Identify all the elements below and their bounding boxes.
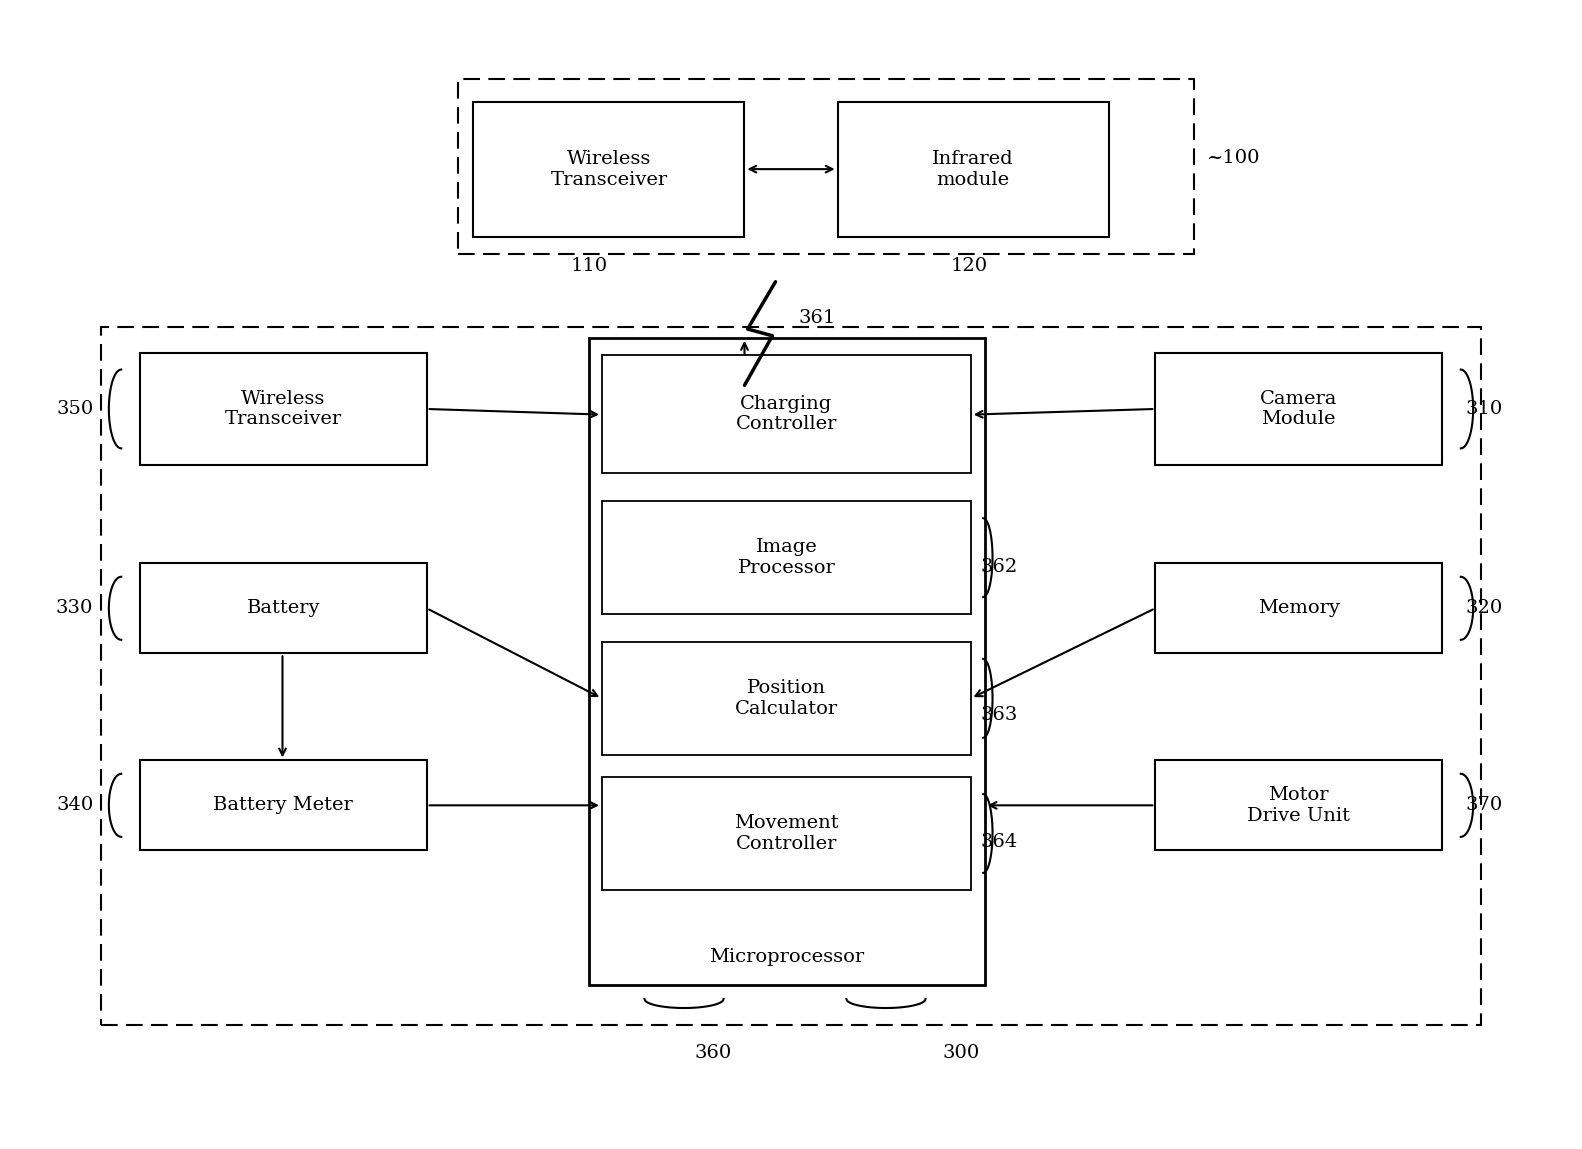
- Bar: [1155, 563, 1443, 654]
- Bar: [1155, 353, 1443, 465]
- Text: 300: 300: [943, 1044, 981, 1062]
- Bar: [601, 642, 971, 755]
- Text: 364: 364: [981, 833, 1017, 851]
- Text: Battery: Battery: [247, 600, 320, 617]
- Bar: [139, 563, 427, 654]
- Text: Wireless
Transceiver: Wireless Transceiver: [551, 149, 668, 188]
- Text: Charging
Controller: Charging Controller: [736, 394, 837, 433]
- Text: Motor
Drive Unit: Motor Drive Unit: [1247, 786, 1351, 825]
- Bar: [590, 338, 984, 986]
- Bar: [1155, 761, 1443, 850]
- Bar: [101, 326, 1481, 1025]
- Text: 320: 320: [1465, 600, 1503, 617]
- Text: 330: 330: [55, 600, 93, 617]
- Text: Camera
Module: Camera Module: [1259, 390, 1337, 429]
- Text: Movement
Controller: Movement Controller: [734, 815, 838, 853]
- Text: 363: 363: [981, 707, 1017, 724]
- Text: Battery Meter: Battery Meter: [214, 796, 353, 815]
- Text: 370: 370: [1465, 796, 1503, 815]
- Bar: [473, 101, 745, 237]
- Text: Memory: Memory: [1258, 600, 1340, 617]
- Text: 110: 110: [571, 257, 607, 275]
- Text: Position
Calculator: Position Calculator: [734, 679, 838, 718]
- Bar: [139, 353, 427, 465]
- Text: 340: 340: [55, 796, 93, 815]
- Text: 362: 362: [981, 557, 1017, 576]
- Text: 361: 361: [799, 309, 835, 326]
- Text: Image
Processor: Image Processor: [737, 538, 835, 577]
- Bar: [457, 79, 1194, 254]
- Text: Infrared
module: Infrared module: [932, 149, 1014, 188]
- Bar: [601, 355, 971, 473]
- Bar: [139, 761, 427, 850]
- Text: 360: 360: [694, 1044, 732, 1062]
- Text: 310: 310: [1465, 400, 1503, 418]
- Text: ~100: ~100: [1207, 149, 1259, 167]
- Bar: [601, 501, 971, 614]
- Text: 120: 120: [951, 257, 987, 275]
- Bar: [837, 101, 1109, 237]
- Text: Wireless
Transceiver: Wireless Transceiver: [225, 390, 342, 429]
- Bar: [601, 777, 971, 889]
- Text: 350: 350: [55, 400, 93, 418]
- Text: Microprocessor: Microprocessor: [709, 948, 864, 966]
